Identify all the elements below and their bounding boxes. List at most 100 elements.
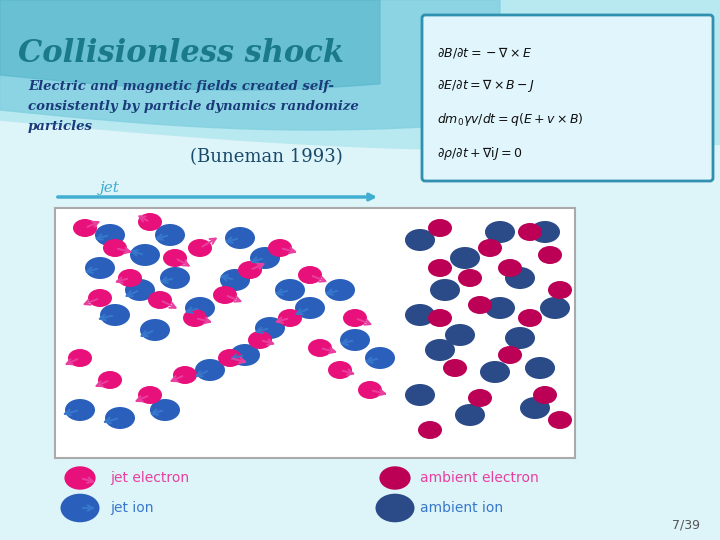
Ellipse shape	[118, 269, 142, 287]
Ellipse shape	[138, 386, 162, 404]
Ellipse shape	[325, 279, 355, 301]
Ellipse shape	[275, 279, 305, 301]
Ellipse shape	[148, 291, 172, 309]
Ellipse shape	[188, 239, 212, 257]
Ellipse shape	[95, 224, 125, 246]
Text: jet ion: jet ion	[110, 501, 153, 515]
Ellipse shape	[105, 407, 135, 429]
Ellipse shape	[308, 339, 332, 357]
Ellipse shape	[130, 244, 160, 266]
Ellipse shape	[185, 297, 215, 319]
Ellipse shape	[225, 227, 255, 249]
Ellipse shape	[103, 239, 127, 257]
Ellipse shape	[430, 279, 460, 301]
Ellipse shape	[365, 347, 395, 369]
Text: jet: jet	[100, 181, 120, 195]
Ellipse shape	[520, 397, 550, 419]
Ellipse shape	[468, 296, 492, 314]
Ellipse shape	[538, 246, 562, 264]
Ellipse shape	[485, 221, 515, 243]
Ellipse shape	[525, 357, 555, 379]
Ellipse shape	[548, 281, 572, 299]
Ellipse shape	[183, 309, 207, 327]
Ellipse shape	[478, 239, 502, 257]
Ellipse shape	[518, 309, 542, 327]
Ellipse shape	[450, 247, 480, 269]
Text: ambient electron: ambient electron	[420, 471, 539, 485]
Text: particles: particles	[28, 120, 93, 133]
Ellipse shape	[468, 389, 492, 407]
Ellipse shape	[238, 261, 262, 279]
Bar	[55, 208, 575, 458]
Ellipse shape	[88, 289, 112, 307]
Ellipse shape	[160, 267, 190, 289]
Ellipse shape	[68, 349, 92, 367]
Ellipse shape	[65, 399, 95, 421]
Text: 7/39: 7/39	[672, 519, 700, 532]
Ellipse shape	[98, 371, 122, 389]
Ellipse shape	[64, 467, 96, 490]
Ellipse shape	[485, 297, 515, 319]
Ellipse shape	[418, 421, 442, 439]
Ellipse shape	[250, 247, 280, 269]
Text: $\partial B / \partial t = -\nabla \times E$: $\partial B / \partial t = -\nabla \time…	[437, 44, 532, 59]
Ellipse shape	[505, 267, 535, 289]
Ellipse shape	[548, 411, 572, 429]
Text: ambient ion: ambient ion	[420, 501, 503, 515]
Ellipse shape	[405, 304, 435, 326]
Ellipse shape	[340, 329, 370, 351]
Text: consistently by particle dynamics randomize: consistently by particle dynamics random…	[28, 100, 359, 113]
FancyBboxPatch shape	[422, 15, 713, 181]
Ellipse shape	[540, 297, 570, 319]
Ellipse shape	[445, 324, 475, 346]
Ellipse shape	[405, 229, 435, 251]
Ellipse shape	[358, 381, 382, 399]
Ellipse shape	[155, 224, 185, 246]
Ellipse shape	[455, 404, 485, 426]
Ellipse shape	[295, 297, 325, 319]
Polygon shape	[0, 0, 380, 90]
Ellipse shape	[100, 304, 130, 326]
Ellipse shape	[220, 269, 250, 291]
Ellipse shape	[505, 327, 535, 349]
Ellipse shape	[428, 259, 452, 277]
Ellipse shape	[248, 331, 272, 349]
Ellipse shape	[379, 467, 410, 490]
Ellipse shape	[480, 361, 510, 383]
Ellipse shape	[125, 279, 155, 301]
Ellipse shape	[255, 317, 285, 339]
Ellipse shape	[533, 386, 557, 404]
Text: $dm_0\gamma v / dt = q(E + v \times B)$: $dm_0\gamma v / dt = q(E + v \times B)$	[437, 111, 583, 129]
Ellipse shape	[138, 213, 162, 231]
Ellipse shape	[163, 249, 187, 267]
Text: Collisionless shock: Collisionless shock	[18, 38, 344, 69]
Ellipse shape	[343, 309, 367, 327]
Ellipse shape	[428, 219, 452, 237]
Text: jet electron: jet electron	[110, 471, 189, 485]
Ellipse shape	[278, 309, 302, 327]
Ellipse shape	[195, 359, 225, 381]
Ellipse shape	[140, 319, 170, 341]
Text: $\partial E / \partial t = \nabla \times B - J$: $\partial E / \partial t = \nabla \times…	[437, 78, 535, 94]
Text: Electric and magnetic fields created self-: Electric and magnetic fields created sel…	[28, 80, 334, 93]
Ellipse shape	[213, 286, 237, 304]
Ellipse shape	[405, 384, 435, 406]
Ellipse shape	[173, 366, 197, 384]
Polygon shape	[0, 0, 500, 130]
Ellipse shape	[85, 257, 115, 279]
Ellipse shape	[60, 494, 99, 522]
Ellipse shape	[230, 344, 260, 366]
Ellipse shape	[530, 221, 560, 243]
Ellipse shape	[498, 346, 522, 364]
Ellipse shape	[458, 269, 482, 287]
Text: $\partial\rho / \partial t + \nabla{\rm i}J = 0$: $\partial\rho / \partial t + \nabla{\rm …	[437, 145, 522, 163]
Ellipse shape	[150, 399, 180, 421]
Ellipse shape	[298, 266, 322, 284]
Ellipse shape	[518, 223, 542, 241]
Ellipse shape	[328, 361, 352, 379]
Ellipse shape	[443, 359, 467, 377]
Ellipse shape	[428, 309, 452, 327]
Ellipse shape	[268, 239, 292, 257]
Ellipse shape	[376, 494, 415, 522]
Ellipse shape	[498, 259, 522, 277]
